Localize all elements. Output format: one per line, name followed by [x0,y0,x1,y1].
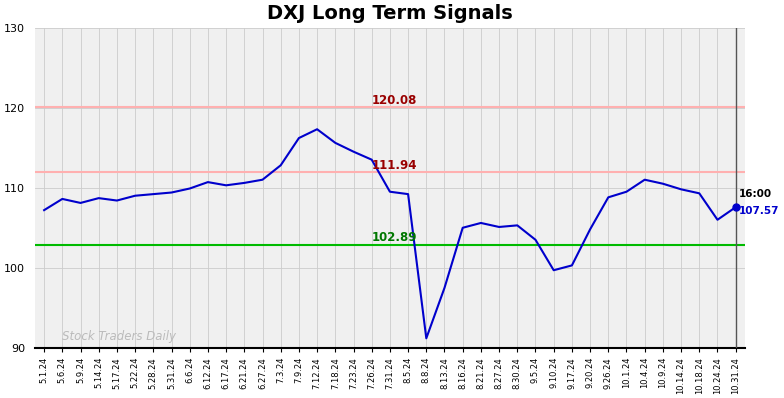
Text: 102.89: 102.89 [372,232,417,244]
Text: 107.57: 107.57 [739,206,779,216]
Point [729,204,742,211]
Text: 120.08: 120.08 [372,94,417,107]
Title: DXJ Long Term Signals: DXJ Long Term Signals [267,4,513,23]
Text: 16:00: 16:00 [739,189,771,199]
Text: Stock Traders Daily: Stock Traders Daily [62,330,176,343]
Text: 111.94: 111.94 [372,159,417,172]
